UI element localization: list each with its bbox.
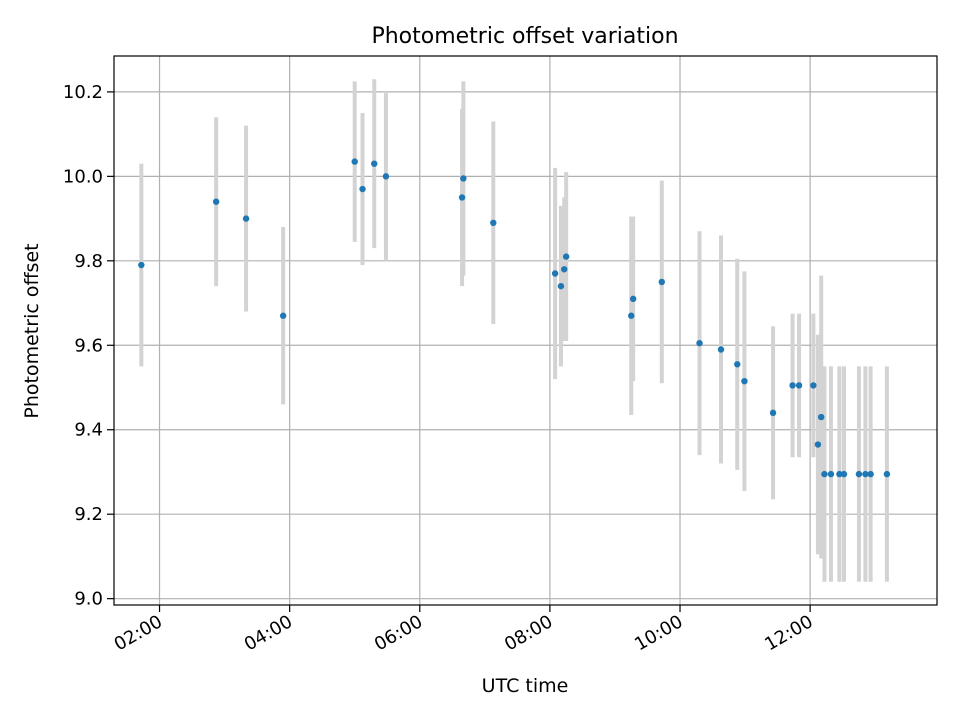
data-point bbox=[212, 198, 220, 205]
y-axis-ticks: 9.0 9.2 9.4 9.6 9.8 10.0 10.2 bbox=[63, 82, 114, 610]
data-point bbox=[789, 382, 796, 389]
data-points bbox=[138, 158, 891, 478]
x-tick-label: 08:00 bbox=[501, 611, 556, 655]
data-point bbox=[382, 173, 390, 180]
y-tick-label: 9.8 bbox=[74, 251, 103, 272]
data-point bbox=[836, 470, 843, 478]
plot-frame bbox=[113, 55, 938, 606]
data-point bbox=[855, 470, 863, 478]
data-point bbox=[658, 278, 665, 286]
data-point bbox=[827, 470, 835, 478]
data-point bbox=[458, 194, 466, 201]
data-point bbox=[821, 470, 828, 478]
data-point bbox=[490, 219, 497, 227]
data-point bbox=[814, 441, 822, 448]
y-tick-label: 9.6 bbox=[74, 335, 103, 356]
y-tick-label: 10.2 bbox=[63, 82, 103, 103]
data-point bbox=[867, 470, 874, 478]
data-point bbox=[862, 470, 869, 478]
data-point bbox=[460, 175, 467, 182]
y-tick-label: 10.0 bbox=[63, 166, 103, 187]
data-point bbox=[628, 312, 635, 319]
data-point bbox=[359, 185, 366, 193]
data-point bbox=[371, 160, 378, 167]
data-point bbox=[734, 361, 741, 368]
data-point bbox=[810, 382, 817, 389]
y-tick-label: 9.2 bbox=[74, 504, 103, 525]
data-point bbox=[551, 270, 559, 277]
data-point bbox=[840, 470, 848, 478]
data-point bbox=[279, 312, 287, 319]
error-bars bbox=[139, 79, 889, 582]
y-tick-label: 9.4 bbox=[74, 420, 103, 441]
x-tick-label: 06:00 bbox=[371, 611, 426, 655]
data-point bbox=[817, 413, 825, 421]
data-point bbox=[741, 377, 748, 385]
data-point bbox=[883, 470, 891, 478]
x-tick-label: 04:00 bbox=[241, 611, 296, 655]
data-point bbox=[561, 266, 568, 273]
x-tick-label: 12:00 bbox=[761, 611, 816, 655]
data-point bbox=[696, 339, 703, 347]
data-point bbox=[795, 382, 803, 389]
x-tick-label: 10:00 bbox=[631, 611, 686, 655]
chart-title: Photometric offset variation bbox=[371, 24, 678, 49]
data-point bbox=[769, 409, 777, 417]
data-point bbox=[242, 215, 250, 222]
data-point bbox=[351, 158, 358, 165]
data-point bbox=[138, 261, 145, 269]
data-point bbox=[562, 253, 570, 260]
data-point bbox=[557, 282, 565, 290]
x-axis-ticks: 02:00 04:00 06:00 08:00 10:00 12:00 bbox=[111, 605, 817, 655]
x-tick-label: 02:00 bbox=[111, 611, 166, 655]
data-point bbox=[717, 346, 725, 353]
y-axis-label: Photometric offset bbox=[21, 243, 43, 418]
y-tick-label: 9.0 bbox=[74, 589, 103, 610]
x-axis-label: UTC time bbox=[482, 675, 569, 697]
data-point bbox=[629, 295, 637, 303]
